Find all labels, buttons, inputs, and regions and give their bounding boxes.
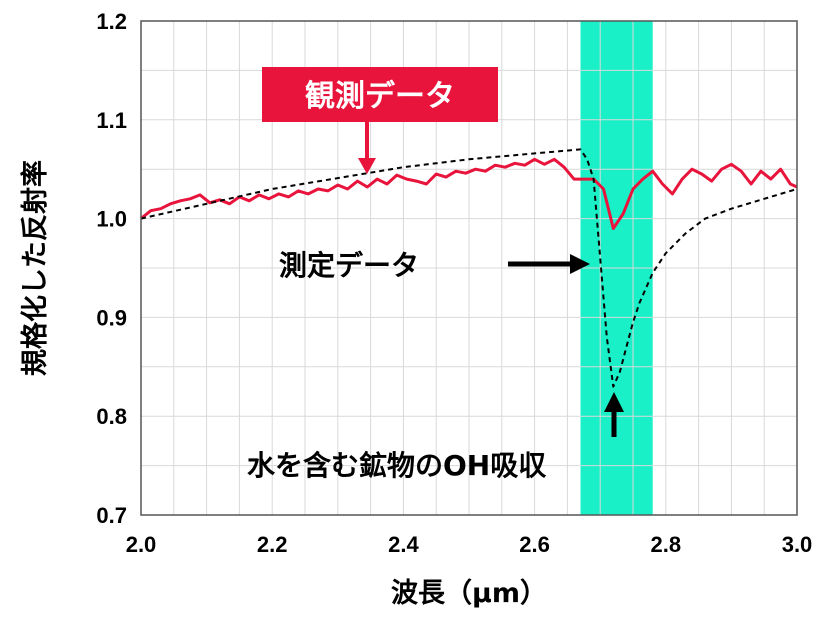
- y-axis-title: 規格化した反射率: [19, 160, 51, 376]
- measured-data-line: [140, 148, 798, 388]
- measured-arrow-icon: [508, 254, 590, 274]
- x-tick-label: 2.0: [126, 532, 157, 557]
- observed-data-line: [140, 157, 798, 230]
- x-tick-label: 2.2: [257, 532, 288, 557]
- y-tick-label: 1.2: [96, 9, 127, 34]
- oh-arrow-icon: [604, 392, 624, 437]
- y-tick-label: 0.7: [96, 503, 127, 528]
- observed-arrow-icon: [358, 122, 376, 174]
- measured-label: 測定データ: [279, 249, 419, 282]
- x-axis-title: 波長（μm）: [391, 578, 547, 609]
- observed-label: 観測データ: [305, 79, 455, 114]
- y-tick-label: 0.8: [96, 404, 127, 429]
- plot-frame: [140, 20, 798, 516]
- x-tick-label: 3.0: [782, 532, 813, 557]
- y-tick-label: 1.1: [96, 108, 127, 133]
- observed-label-box: [262, 67, 498, 122]
- oh-absorption-label: 水を含む鉱物のOH吸収: [247, 449, 547, 482]
- x-tick-label: 2.6: [519, 532, 550, 557]
- y-tick-label: 0.9: [96, 305, 127, 330]
- x-tick-label: 2.4: [388, 532, 419, 557]
- y-tick-label: 1.0: [96, 207, 127, 232]
- x-tick-label: 2.8: [651, 532, 682, 557]
